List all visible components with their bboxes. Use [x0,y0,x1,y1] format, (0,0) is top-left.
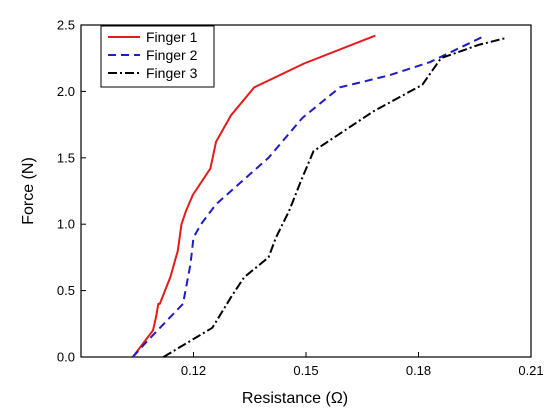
y-tick-label: 2.0 [57,84,75,99]
x-axis-title: Resistance (Ω) [242,390,348,407]
x-tick-label: 0.18 [406,363,431,378]
ticks-layer: 0.0 0.5 1.0 1.5 2.0 2.5 0.12 0.15 0.18 0.21 [57,18,544,379]
y-tick-label: 2.5 [57,18,75,33]
x-tick-label: 0.21 [518,363,543,378]
series-line-finger-3 [162,37,506,358]
y-tick-label: 0.5 [57,283,75,298]
x-tick-label: 0.15 [293,363,318,378]
series-line-finger-1 [132,34,376,358]
y-tick-label: 0.0 [57,350,75,365]
y-tick-label: 1.0 [57,217,75,232]
legend: Finger 1 Finger 2 Finger 3 [100,25,215,88]
y-axis-title: Force (N) [20,157,37,225]
series-line-finger-2 [132,36,483,358]
y-tick-label: 1.5 [57,150,75,165]
legend-label-finger-3: Finger 3 [146,65,198,81]
legend-label-finger-1: Finger 1 [146,29,198,45]
series-layer [132,34,506,358]
x-tick-label: 0.12 [181,363,206,378]
legend-label-finger-2: Finger 2 [146,47,198,63]
